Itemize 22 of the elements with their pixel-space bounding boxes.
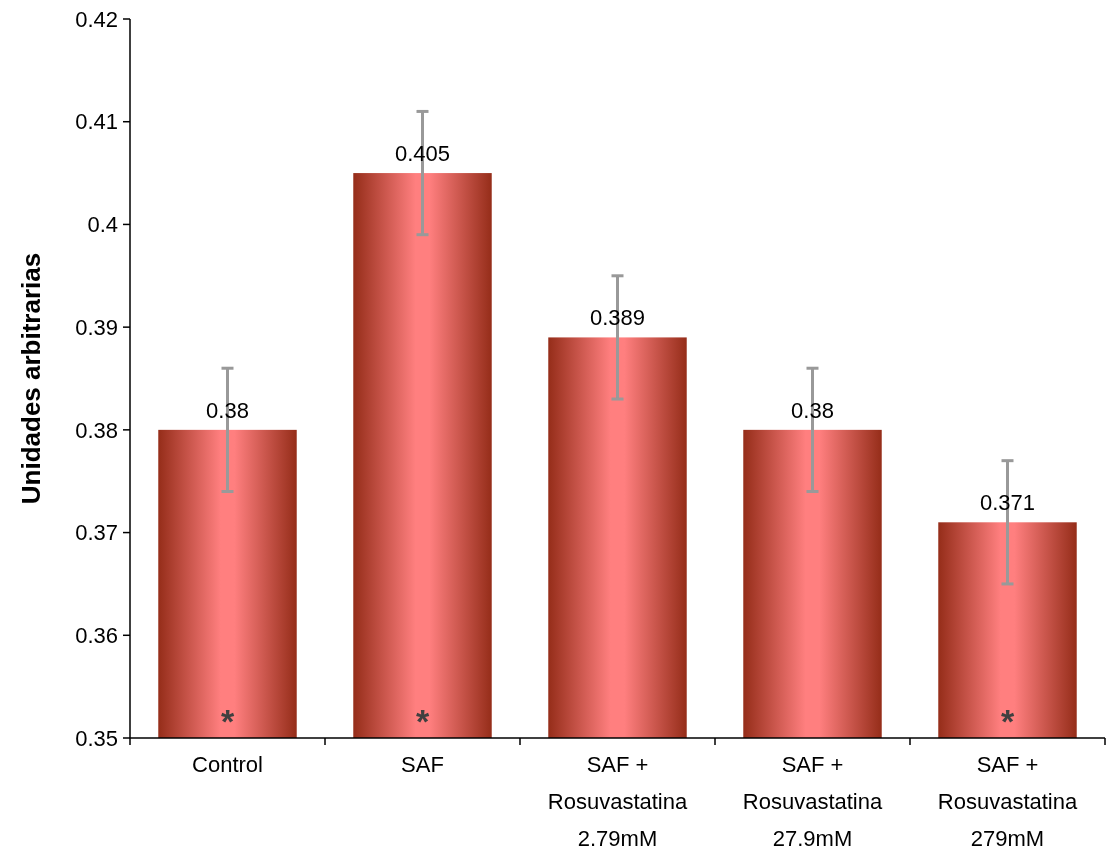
data-label: 0.38 — [791, 397, 834, 423]
x-tick-label: Control — [192, 752, 263, 777]
y-tick-label: 0.39 — [75, 314, 118, 340]
x-tick-label: SAF — [401, 752, 444, 777]
y-tick-label: 0.37 — [75, 520, 118, 546]
annotation: * — [415, 702, 430, 740]
x-tick-label: SAF + Rosuvastatina 2.79mM — [547, 752, 688, 851]
annotation: * — [1000, 702, 1015, 740]
y-tick-label: 0.41 — [75, 109, 118, 135]
y-tick-label: 0.36 — [75, 622, 118, 648]
y-axis-title: Unidades arbitrarias — [16, 252, 46, 505]
y-tick-label: 0.42 — [75, 6, 118, 32]
data-label: 0.371 — [979, 490, 1036, 516]
data-label: 0.405 — [394, 141, 451, 167]
x-tick-label: SAF + Rosuvastatina 27.9mM — [742, 752, 883, 851]
y-tick-label: 0.38 — [75, 417, 118, 443]
x-tick-label: SAF + Rosuvastatina 279mM — [937, 752, 1078, 851]
data-label: 0.389 — [589, 305, 646, 331]
data-label: 0.38 — [206, 397, 249, 423]
y-tick-label: 0.35 — [75, 725, 118, 751]
y-tick-label: 0.4 — [87, 212, 118, 238]
annotation: * — [220, 702, 235, 740]
